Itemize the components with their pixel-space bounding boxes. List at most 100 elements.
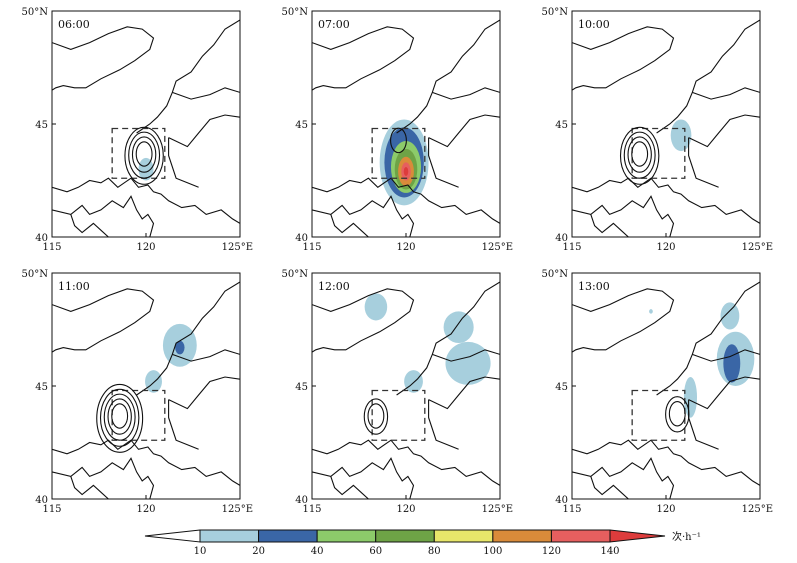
x-tick-label: 125°E — [482, 242, 513, 253]
colorbar-label: 40 — [311, 546, 324, 557]
fill-blob — [145, 370, 162, 393]
x-tick-label: 120 — [656, 242, 675, 253]
fill-blob — [443, 311, 474, 344]
boundary-line — [656, 19, 760, 134]
colorbar-segment — [492, 529, 552, 543]
x-tick-label: 120 — [136, 504, 155, 515]
y-tick-label: 50°N — [22, 7, 49, 18]
boundary-line — [168, 376, 240, 410]
panel-frame — [571, 10, 761, 238]
colorbar-segment — [199, 529, 260, 543]
contour-ring — [111, 403, 129, 429]
fill-blob — [403, 166, 409, 176]
map-content — [52, 281, 240, 499]
panels: 06:00 115 120 125°E 40 45 50°N 07:00 115 120 125°E… — [22, 7, 773, 515]
colorbar: 10 20 40 60 80 100 120 140 次·h⁻¹ — [144, 529, 701, 557]
fill-blob — [404, 370, 423, 393]
y-tick-label: 50°N — [542, 7, 569, 18]
boundary-line — [572, 439, 760, 486]
y-tick-label: 45 — [555, 382, 568, 393]
x-tick-label: 125°E — [742, 242, 773, 253]
boundary-line — [572, 26, 675, 91]
boundary-line — [330, 214, 369, 237]
boundary-line — [692, 349, 760, 362]
boundary-line — [428, 376, 500, 410]
boundary-line — [572, 457, 675, 499]
boundary-line — [136, 281, 240, 396]
boundary-line — [396, 281, 500, 396]
colorbar-label: 60 — [369, 546, 382, 557]
colorbar-segment — [433, 529, 494, 543]
y-tick-label: 40 — [35, 233, 48, 244]
boundary-line — [70, 476, 109, 499]
boundary-line — [168, 137, 199, 188]
colorbar-label: 10 — [194, 546, 207, 557]
y-tick-label: 40 — [295, 233, 308, 244]
boundary-line — [432, 349, 500, 362]
x-tick-label: 115 — [42, 504, 61, 515]
fill-blob — [670, 119, 692, 152]
x-tick-label: 120 — [136, 242, 155, 253]
colorbar-label: 140 — [600, 546, 619, 557]
y-tick-label: 45 — [295, 120, 308, 131]
panel-time-label: 13:00 — [578, 280, 610, 293]
colorbar-label: 120 — [542, 546, 561, 557]
x-tick-label: 115 — [562, 242, 581, 253]
boundary-line — [688, 137, 719, 188]
fill-blob — [445, 341, 491, 385]
x-tick-label: 120 — [396, 242, 415, 253]
boundary-line — [312, 177, 500, 224]
x-tick-label: 120 — [396, 504, 415, 515]
x-tick-label: 125°E — [222, 504, 253, 515]
fill-blob — [649, 309, 653, 314]
panel-time-label: 11:00 — [58, 280, 90, 293]
map-panel: 12:00 115 120 125°E 40 45 50°N — [282, 269, 513, 515]
boundary-line — [168, 399, 199, 450]
fill-blob — [720, 302, 740, 330]
colorbar-segment — [316, 529, 377, 543]
boundary-line — [432, 87, 500, 100]
panel-time-label: 12:00 — [318, 280, 350, 293]
y-tick-label: 50°N — [22, 269, 49, 280]
boundary-line — [572, 177, 760, 224]
contour-ring — [623, 131, 656, 179]
y-tick-label: 50°N — [282, 269, 309, 280]
boundary-line — [52, 288, 155, 353]
boundary-line — [172, 349, 240, 362]
fill-blob — [683, 376, 698, 418]
boundary-line — [312, 457, 415, 499]
boundary-line — [70, 214, 109, 237]
boundary-line — [428, 137, 459, 188]
colorbar-segment — [550, 529, 611, 543]
contour-ring — [363, 398, 389, 435]
x-tick-label: 125°E — [742, 504, 773, 515]
map-content — [572, 281, 760, 499]
boundary-line — [590, 476, 629, 499]
boundary-line — [312, 26, 415, 91]
contour-ring — [124, 126, 164, 185]
panel-frame — [51, 10, 241, 238]
colorbar-arrow-high — [609, 529, 666, 543]
boundary-line — [572, 195, 675, 237]
boundary-line — [590, 214, 629, 237]
y-tick-label: 45 — [35, 120, 48, 131]
boundary-line — [656, 281, 760, 396]
colorbar-segment — [258, 529, 318, 543]
contour-ring — [96, 383, 144, 453]
boundary-line — [312, 288, 415, 353]
colorbar-segment — [375, 529, 435, 543]
colorbar-label: 100 — [483, 546, 502, 557]
y-tick-label: 40 — [555, 495, 568, 506]
map-panel: 11:00 115 120 125°E 40 45 50°N — [22, 269, 253, 515]
y-tick-label: 45 — [35, 382, 48, 393]
map-panel: 07:00 115 120 125°E 40 45 50°N — [282, 7, 513, 253]
boundary-line — [688, 376, 760, 410]
y-tick-label: 45 — [555, 120, 568, 131]
contour-ring — [631, 141, 649, 167]
y-tick-label: 45 — [295, 382, 308, 393]
fill-blob — [138, 157, 154, 181]
panel-time-label: 07:00 — [318, 18, 350, 31]
y-tick-label: 50°N — [542, 269, 569, 280]
boundary-line — [52, 195, 155, 237]
